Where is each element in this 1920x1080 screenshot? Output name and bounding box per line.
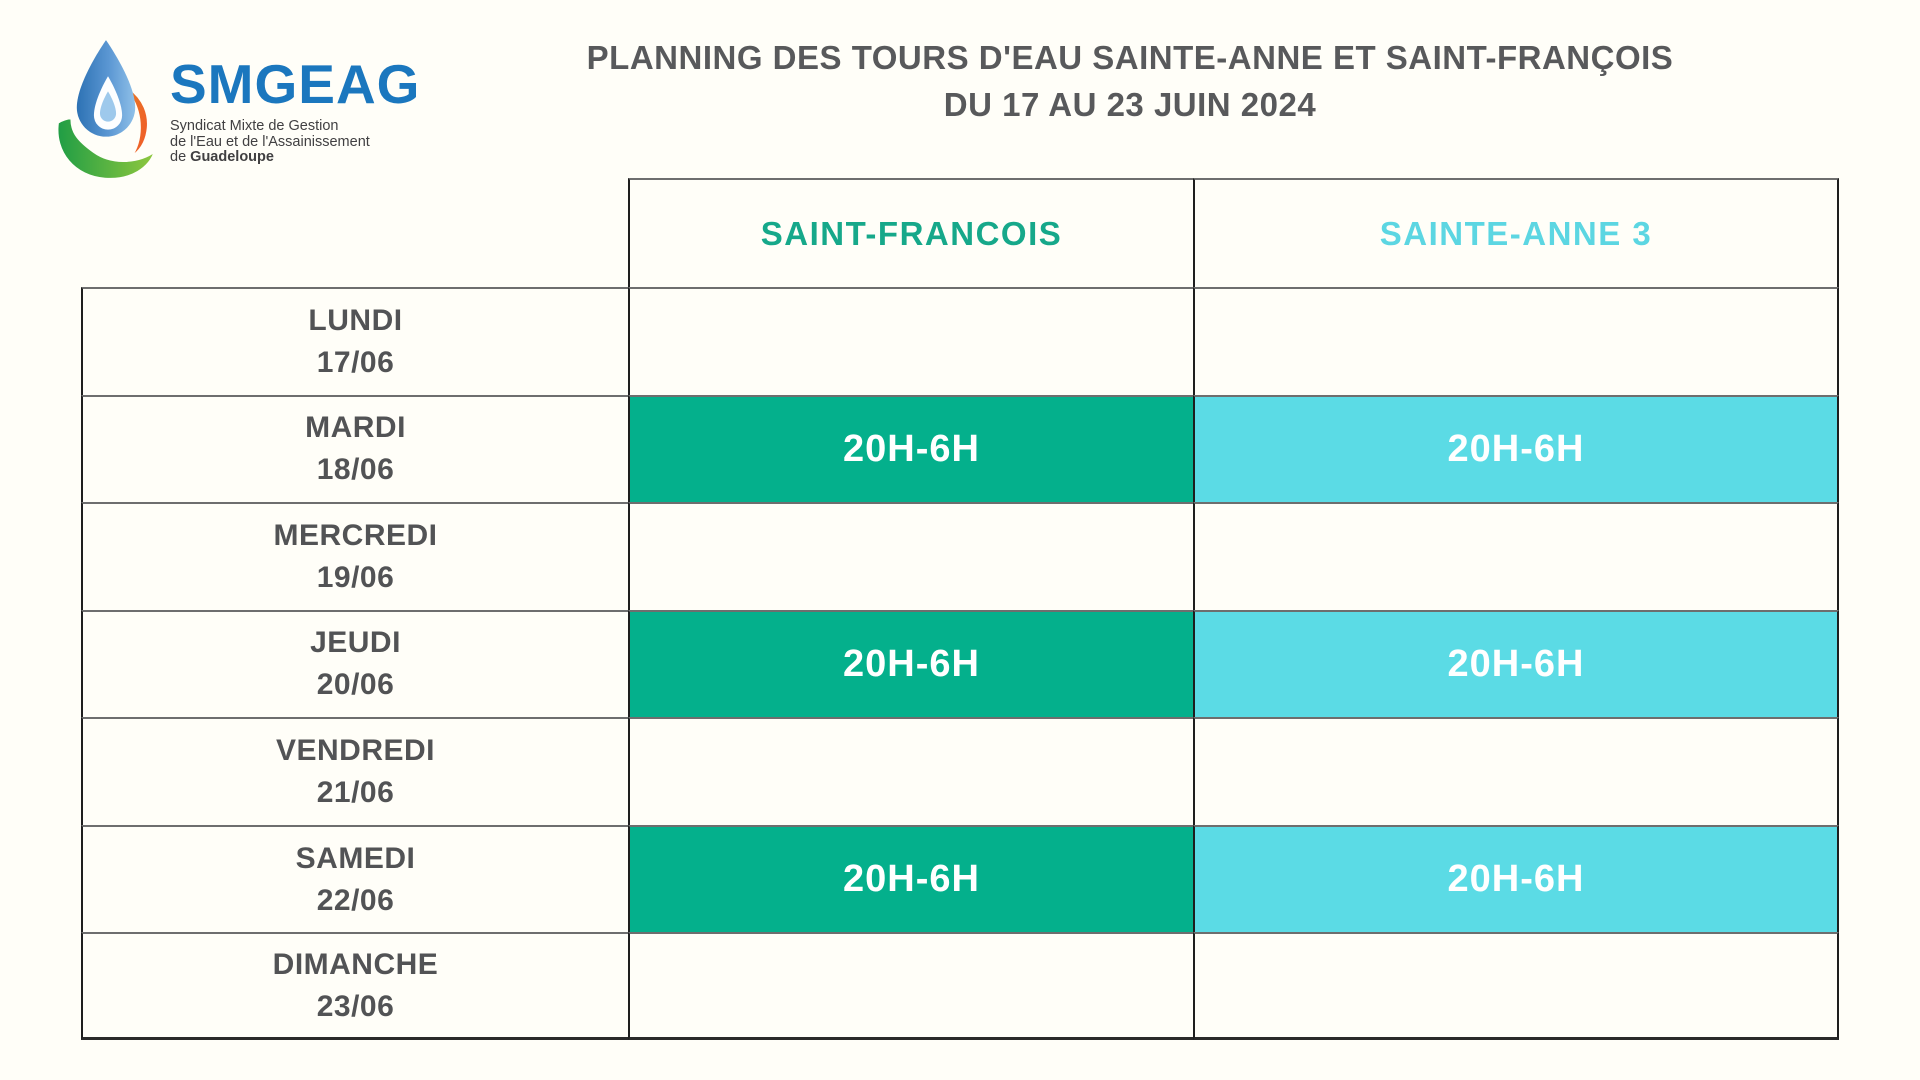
slot-mardi-sainte-anne: 20H-6H [1193,394,1839,503]
day-name: MARDI [305,411,406,445]
column-header-sainte-anne-3: SAINTE-ANNE 3 [1193,178,1839,287]
day-name: LUNDI [308,303,403,337]
day-name: DIMANCHE [272,947,439,981]
day-cell-samedi: SAMEDI 22/06 [81,824,628,933]
column-header-saint-francois: SAINT-FRANCOIS [628,178,1193,287]
title-line-1: PLANNING DES TOURS D'EAU SAINTE-ANNE ET … [586,39,1674,76]
water-drop-leaf-icon [55,40,158,181]
slot-lundi-saint-francois [628,287,1193,395]
tagline-line-2: de l'Eau et de l'Assainissement [170,133,370,150]
day-date: 23/06 [316,989,395,1023]
day-cell-jeudi: JEUDI 20/06 [81,609,628,718]
day-date: 17/06 [316,345,395,379]
day-date: 22/06 [316,883,395,917]
day-name: SAMEDI [295,841,416,875]
slot-mardi-saint-francois: 20H-6H [628,394,1193,503]
corner-cell [81,178,628,287]
day-date: 18/06 [316,453,395,487]
slot-mercredi-sainte-anne [1193,502,1839,610]
tagline-line-3: de Guadeloupe [170,149,274,165]
brand-tagline: Syndicat Mixte de Gestion de l'Eau et de… [170,118,420,166]
day-cell-vendredi: VENDREDI 21/06 [81,717,628,825]
day-name: MERCREDI [273,518,438,552]
day-date: 21/06 [316,776,395,810]
smgeag-logo: SMGEAG Syndicat Mixte de Gestion de l'Ea… [50,30,420,186]
slot-samedi-saint-francois: 20H-6H [628,824,1193,933]
day-date: 20/06 [316,668,395,702]
day-cell-mercredi: MERCREDI 19/06 [81,502,628,610]
day-cell-lundi: LUNDI 17/06 [81,287,628,395]
title-line-2: DU 17 AU 23 JUIN 2024 [943,86,1317,123]
day-cell-dimanche: DIMANCHE 23/06 [81,932,628,1040]
day-cell-mardi: MARDI 18/06 [81,394,628,503]
slot-lundi-sainte-anne [1193,287,1839,395]
tagline-line-1: Syndicat Mixte de Gestion [170,118,339,134]
logo-text: SMGEAG Syndicat Mixte de Gestion de l'Ea… [170,30,420,186]
day-date: 19/06 [316,560,395,594]
slot-dimanche-sainte-anne [1193,932,1839,1040]
slot-vendredi-saint-francois [628,717,1193,825]
slot-jeudi-saint-francois: 20H-6H [628,609,1193,718]
schedule-table: SAINT-FRANCOIS SAINTE-ANNE 3 LUNDI 17/06… [81,178,1839,1040]
day-name: JEUDI [310,626,401,660]
page-title: PLANNING DES TOURS D'EAU SAINTE-ANNE ET … [430,34,1830,128]
slot-vendredi-sainte-anne [1193,717,1839,825]
slot-dimanche-saint-francois [628,932,1193,1040]
brand-name: SMGEAG [170,53,421,115]
slot-mercredi-saint-francois [628,502,1193,610]
day-name: VENDREDI [275,734,436,768]
slot-samedi-sainte-anne: 20H-6H [1193,824,1839,933]
slot-jeudi-sainte-anne: 20H-6H [1193,609,1839,718]
